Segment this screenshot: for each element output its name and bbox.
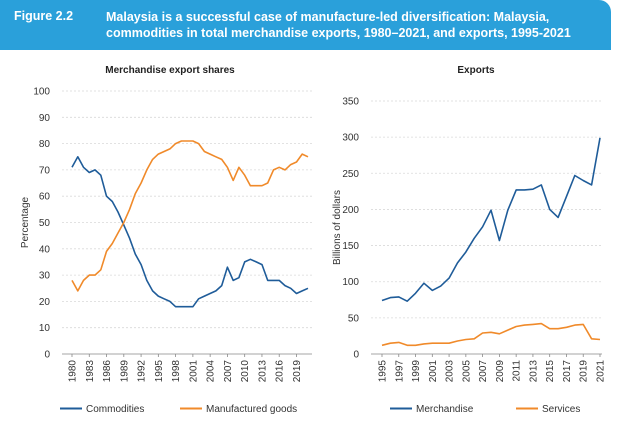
figure-title: Malaysia is a successful case of manufac… bbox=[106, 10, 571, 40]
x-tick-label: 2009 bbox=[495, 360, 506, 383]
y-axis-label: Percentage bbox=[20, 196, 31, 248]
chart-title: Merchandise export shares bbox=[105, 65, 235, 76]
x-tick-label: 2019 bbox=[579, 360, 590, 383]
figure-number: Figure 2.2 bbox=[14, 9, 74, 23]
series-line-manufactured-goods bbox=[71, 140, 309, 292]
x-tick-label: 2017 bbox=[562, 360, 573, 383]
y-tick-label: 60 bbox=[39, 192, 51, 203]
legend-label: Commodities bbox=[86, 404, 144, 415]
x-tick-label: 2019 bbox=[292, 360, 303, 383]
x-tick-label: 2001 bbox=[188, 360, 199, 383]
x-tick-label: 1995 bbox=[378, 360, 389, 383]
x-tick-label: 2005 bbox=[461, 360, 472, 383]
x-tick-label: 2007 bbox=[223, 360, 234, 383]
x-tick-label: 1980 bbox=[68, 360, 79, 383]
figure-banner: Figure 2.2 Malaysia is a successful case… bbox=[0, 0, 611, 50]
series-line-commodities bbox=[71, 156, 309, 308]
x-tick-label: 1986 bbox=[102, 360, 113, 383]
y-tick-label: 90 bbox=[39, 113, 51, 124]
y-tick-label: 100 bbox=[33, 87, 50, 98]
x-tick-label: 1992 bbox=[137, 360, 148, 383]
x-tick-label: 2004 bbox=[206, 360, 217, 383]
x-tick-label: 2013 bbox=[257, 360, 268, 383]
y-tick-label: 0 bbox=[44, 350, 50, 361]
y-tick-label: 100 bbox=[342, 277, 359, 288]
x-tick-label: 1999 bbox=[411, 360, 422, 383]
chart-title: Exports bbox=[457, 65, 495, 76]
x-tick-label: 2003 bbox=[445, 360, 456, 383]
y-tick-label: 50 bbox=[39, 218, 51, 229]
x-tick-label: 1997 bbox=[394, 360, 405, 383]
legend-label: Manufactured goods bbox=[206, 404, 297, 415]
x-tick-label: 1995 bbox=[154, 360, 165, 383]
chart-1: Merchandise export shares 0 10 20 30 40 50 60 70… bbox=[20, 65, 312, 415]
y-axis-label: Billions of dollars bbox=[332, 190, 343, 265]
x-tick-label: 1983 bbox=[85, 360, 96, 383]
y-tick-label: 250 bbox=[342, 169, 359, 180]
y-tick-label: 20 bbox=[39, 297, 51, 308]
x-tick-label: 2001 bbox=[428, 360, 439, 383]
x-tick-label: 2015 bbox=[545, 360, 556, 383]
x-tick-label: 2011 bbox=[512, 360, 523, 382]
y-tick-label: 200 bbox=[342, 205, 359, 216]
x-tick-label: 1998 bbox=[171, 360, 182, 383]
y-tick-label: 50 bbox=[348, 313, 360, 324]
y-tick-label: 30 bbox=[39, 271, 51, 282]
y-tick-label: 0 bbox=[353, 350, 359, 361]
chart-2: Exports 0 50 100 150 200 250 300 350 Billions of … bbox=[332, 65, 607, 415]
y-tick-label: 80 bbox=[39, 139, 51, 150]
y-tick-label: 150 bbox=[342, 241, 359, 252]
series-line-merchandise bbox=[381, 137, 601, 303]
y-tick-label: 350 bbox=[342, 97, 359, 108]
y-tick-label: 10 bbox=[39, 323, 51, 334]
y-tick-label: 300 bbox=[342, 133, 359, 144]
y-tick-label: 40 bbox=[39, 244, 51, 255]
x-tick-label: 2007 bbox=[478, 360, 489, 383]
x-tick-label: 2021 bbox=[596, 360, 607, 383]
x-tick-label: 1989 bbox=[119, 360, 130, 383]
y-tick-label: 70 bbox=[39, 165, 51, 176]
legend-label: Merchandise bbox=[416, 404, 474, 415]
series-line-services bbox=[381, 322, 601, 347]
legend-label: Services bbox=[542, 404, 580, 415]
x-tick-label: 2016 bbox=[275, 360, 286, 383]
x-tick-label: 2013 bbox=[528, 360, 539, 383]
x-tick-label: 2010 bbox=[240, 360, 251, 383]
